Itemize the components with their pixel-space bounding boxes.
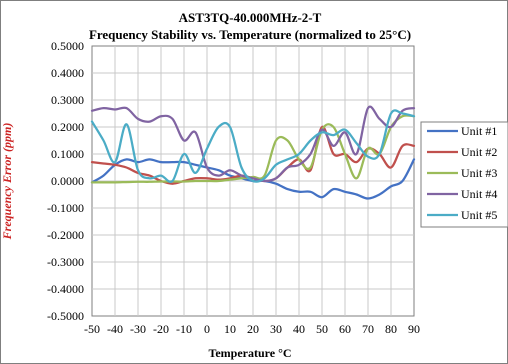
legend-label: Unit #1 <box>461 124 497 138</box>
x-tick-label: 20 <box>247 322 259 336</box>
y-tick-label: 0.3000 <box>51 93 84 107</box>
x-tick-label: 90 <box>408 322 420 336</box>
legend-label: Unit #4 <box>461 187 497 201</box>
legend-label: Unit #3 <box>461 166 497 180</box>
x-tick-label: -30 <box>130 322 146 336</box>
y-tick-label: 0.5000 <box>51 39 84 53</box>
chart-subtitle: Frequency Stability vs. Temperature (nor… <box>89 27 411 42</box>
y-tick-label: -0.2000 <box>47 228 84 242</box>
x-tick-label: 60 <box>339 322 351 336</box>
series-line-unit-5 <box>90 109 416 183</box>
series-line-unit-3 <box>90 114 416 184</box>
y-tick-label: 0.1000 <box>51 147 84 161</box>
x-tick-label: -40 <box>107 322 123 336</box>
y-axis-label: Frequency Error (ppm) <box>0 123 14 241</box>
y-tick-label: 0.0000 <box>51 174 84 188</box>
x-tick-label: 70 <box>362 322 374 336</box>
x-tick-label: 40 <box>293 322 305 336</box>
x-tick-label: 30 <box>270 322 282 336</box>
y-tick-label: 0.2000 <box>51 120 84 134</box>
y-tick-labels: 0.5000 0.4000 0.3000 0.2000 0.1000 0.0000 -0.1… <box>47 39 84 323</box>
x-tick-label: 80 <box>385 322 397 336</box>
x-tick-labels: -50 -40 -30 -20 -10 0 10 20 30 40 50 60 70 80 90 <box>84 322 420 336</box>
x-tick-label: 0 <box>204 322 210 336</box>
x-tick-label: 10 <box>224 322 236 336</box>
y-tick-label: -0.1000 <box>47 201 84 215</box>
series-lines <box>90 105 416 200</box>
y-tick-label: 0.4000 <box>51 66 84 80</box>
chart-title: AST3TQ-40.000MHz-2-T <box>179 10 322 25</box>
series-line-unit-4 <box>90 105 416 183</box>
x-tick-label: -10 <box>176 322 192 336</box>
x-tick-label: -20 <box>153 322 169 336</box>
x-axis-label: Temperature °C <box>208 346 291 360</box>
legend-box <box>420 121 508 228</box>
legend: Unit #1 Unit #2 Unit #3 Unit #4 Unit #5 <box>427 124 497 222</box>
legend-label: Unit #5 <box>461 208 497 222</box>
y-tick-label: -0.4000 <box>47 282 84 296</box>
x-tick-label: -50 <box>84 322 100 336</box>
x-tick-label: 50 <box>316 322 328 336</box>
y-tick-label: -0.5000 <box>47 309 84 323</box>
legend-label: Unit #2 <box>461 145 497 159</box>
y-tick-label: -0.3000 <box>47 255 84 269</box>
